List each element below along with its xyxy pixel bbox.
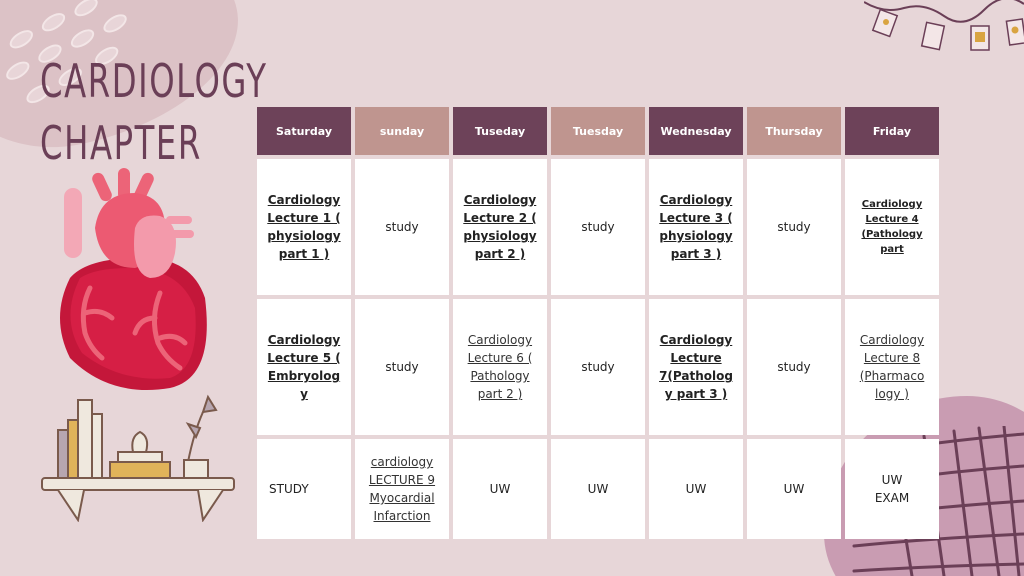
cell-study: study [551, 299, 645, 435]
header-tuseday: Tuseday [453, 107, 547, 155]
bookshelf-illustration-icon [41, 394, 235, 522]
cell-study: study [355, 159, 449, 295]
cell-lecture-4[interactable]: Cardiology Lecture 4 (Pathology part [845, 159, 939, 295]
cell-uw-exam: UW EXAM [845, 439, 939, 539]
cell-uw: UW [747, 439, 841, 539]
header-saturday: Saturday [257, 107, 351, 155]
heart-illustration-icon [60, 168, 207, 390]
page-title: CARDIOLOGY CHAPTER [40, 50, 267, 174]
title-line-2: CHAPTER [40, 116, 202, 170]
cell-uw: UW [649, 439, 743, 539]
cell-lecture-2[interactable]: Cardiology Lecture 2 ( physiology part 2… [453, 159, 547, 295]
header-sunday: sunday [355, 107, 449, 155]
cell-uw: UW [453, 439, 547, 539]
cell-lecture-3[interactable]: Cardiology Lecture 3 ( physiology part 3… [649, 159, 743, 295]
cell-lecture-6[interactable]: Cardiology Lecture 6 ( Pathology part 2 … [453, 299, 547, 435]
header-friday: Friday [845, 107, 939, 155]
cell-study: study [355, 299, 449, 435]
cell-lecture-9[interactable]: cardiology LECTURE 9 Myocardial Infarcti… [355, 439, 449, 539]
cell-lecture-8[interactable]: Cardiology Lecture 8 (Pharmaco logy ) [845, 299, 939, 435]
cell-uw: UW [551, 439, 645, 539]
schedule-table: Saturday sunday Tuseday Tuesday Wednesda… [257, 107, 939, 539]
cell-study-caps: STUDY [257, 439, 351, 539]
cell-lecture-1[interactable]: Cardiology Lecture 1 ( physiology part 1… [257, 159, 351, 295]
cell-study: study [551, 159, 645, 295]
header-thursday: Thursday [747, 107, 841, 155]
cell-lecture-7[interactable]: Cardiology Lecture 7(Patholog y part 3 ) [649, 299, 743, 435]
header-tuesday: Tuesday [551, 107, 645, 155]
cell-study: study [747, 159, 841, 295]
cell-study: study [747, 299, 841, 435]
cell-lecture-5[interactable]: Cardiology Lecture 5 ( Embryolog y [257, 299, 351, 435]
header-wednesday: Wednesday [649, 107, 743, 155]
title-line-1: CARDIOLOGY [40, 54, 268, 108]
photo-garland-icon [864, 0, 1024, 51]
